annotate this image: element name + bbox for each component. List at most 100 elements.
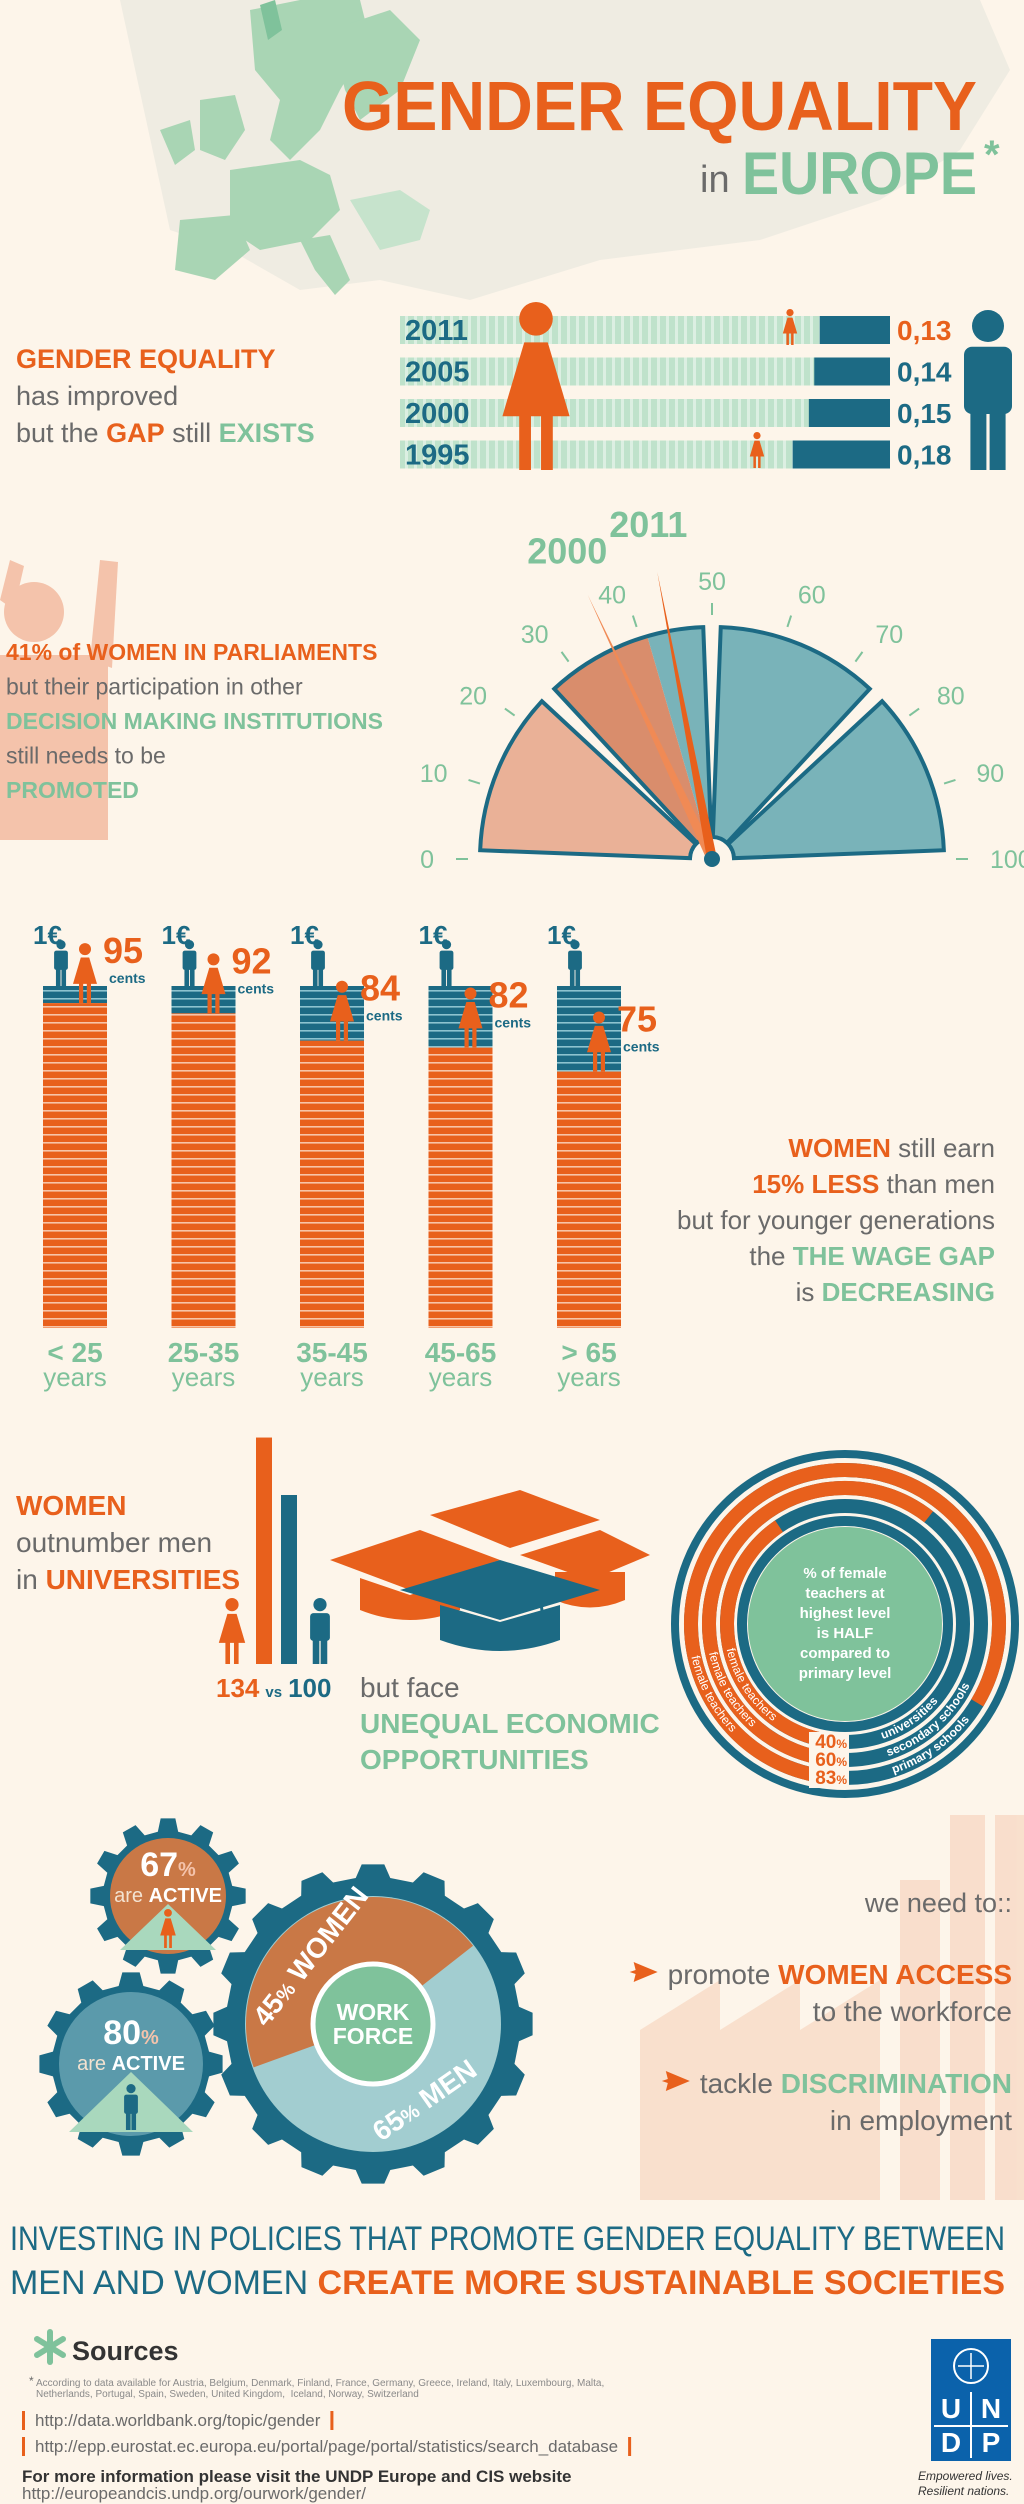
women-value: 134 <box>216 1673 260 1703</box>
wage-value: 92 <box>232 940 272 981</box>
factory-decoration <box>640 1815 1024 2200</box>
person-head <box>313 940 323 950</box>
europe-map <box>120 0 1010 300</box>
person-head <box>164 1909 172 1917</box>
text-segment: DECISION MAKING INSTITUTIONS <box>6 708 383 734</box>
person-body <box>568 950 582 970</box>
wage-value: 75 <box>617 999 657 1040</box>
needs-arrow <box>629 1962 658 1982</box>
person-head <box>56 940 66 950</box>
needs-arrow <box>661 2071 690 2091</box>
text-segment: DISCRIMINATION <box>781 2068 1012 2099</box>
active-number: 80 <box>103 2014 141 2052</box>
active-value: 67% <box>140 1846 196 1884</box>
ring-outer <box>671 1450 1019 1798</box>
university-bar <box>256 1437 272 1664</box>
person-head <box>225 1598 239 1612</box>
gap-year: 2005 <box>405 357 470 389</box>
vs-label: vs <box>265 1684 282 1701</box>
ring-arc <box>702 1481 934 1767</box>
wage-years: years <box>557 1362 621 1392</box>
needs-title: we need to:: <box>864 1888 1012 1918</box>
person-leg <box>472 1027 477 1048</box>
gauge-tick <box>504 707 516 717</box>
active-text: are ACTIVE <box>114 1885 222 1907</box>
universities-text: in UNIVERSITIES <box>16 1564 240 1595</box>
wage-gap <box>43 986 107 1004</box>
text-segment: 41% <box>6 639 52 665</box>
person-body <box>54 950 68 970</box>
ring-value-number: 83 <box>815 1768 836 1789</box>
person-body <box>124 2094 138 2114</box>
universities-text: WOMEN <box>16 1490 126 1521</box>
text-segment: in employment <box>830 2105 1012 2136</box>
gauge-outline <box>725 698 946 861</box>
person-head <box>972 310 1004 342</box>
text-segment: GENDER EQUALITY <box>16 344 276 374</box>
person-decoration <box>0 560 118 840</box>
person-body <box>749 440 765 457</box>
gauge-tick-label: 60 <box>798 582 826 610</box>
person-leg <box>541 414 553 470</box>
person-leg <box>318 968 324 986</box>
wage-years: years <box>43 1362 107 1392</box>
gauge-tick <box>468 778 481 785</box>
statement: MEN AND WOMEN CREATE MORE SUSTAINABLE SO… <box>10 2264 1005 2302</box>
person-leg <box>312 968 318 986</box>
person-leg <box>184 968 190 986</box>
cents-label: cents <box>238 980 275 996</box>
wage-text: the THE WAGE GAP <box>749 1241 995 1271</box>
ring-value: 40% <box>815 1732 847 1753</box>
person-body <box>160 1918 176 1936</box>
person-icon <box>439 940 454 986</box>
gauge-tick-label: 70 <box>875 621 903 649</box>
text-segment: of WOMEN IN PARLIAMENTS <box>52 639 377 665</box>
gauge-tick <box>943 778 956 785</box>
statement: INVESTING IN POLICIES THAT PROMOTE GENDE… <box>10 2220 1005 2258</box>
text-segment: EXISTS <box>219 418 315 448</box>
person-icon <box>311 940 325 986</box>
ring-center-text: is HALF <box>817 1625 874 1642</box>
person-body <box>502 342 570 417</box>
person-icon <box>782 309 798 345</box>
gap-bar <box>792 440 890 469</box>
person-leg <box>86 983 91 1004</box>
logo-letter: U <box>941 2393 961 2424</box>
text-segment: CREATE MORE SUSTAINABLE SOCIETIES <box>318 2264 1005 2302</box>
gauge-tick-label: 0 <box>420 846 434 874</box>
person-body <box>458 1001 483 1029</box>
wage-text: is DECREASING <box>796 1277 995 1307</box>
ring-inner-band <box>737 1516 953 1732</box>
person-leg <box>336 1020 341 1041</box>
donut-center-text: WORK <box>337 1999 410 2025</box>
ring-label-gap <box>809 1732 849 1788</box>
person-icon <box>218 1598 246 1664</box>
needs-item: in employment <box>830 2105 1012 2136</box>
text-segment: the <box>749 1241 792 1271</box>
person-head <box>441 940 452 950</box>
source-note: According to data available for Austria,… <box>36 2378 604 2389</box>
gap-text: GENDER EQUALITY <box>16 344 276 374</box>
text-segment: outnumber men <box>16 1527 212 1558</box>
wage-years: years <box>300 1362 364 1392</box>
gauge-tick <box>786 615 793 628</box>
title-prefix: in <box>700 159 730 201</box>
ring-center-text: highest level <box>800 1605 891 1622</box>
more-info: For more information please visit the UN… <box>22 2467 571 2486</box>
person-leg <box>215 993 220 1014</box>
gauge-tick-label: 10 <box>420 760 448 788</box>
person-head <box>570 940 580 950</box>
gap-text: but the GAP still EXISTS <box>16 418 315 448</box>
tagline: Resilient nations. <box>918 2484 1009 2498</box>
gauge-tick <box>560 651 570 663</box>
euro-label: 1€ <box>162 920 191 950</box>
person-body <box>182 950 197 970</box>
gap-text: has improved <box>16 381 178 411</box>
person-leg <box>569 968 575 986</box>
gauge-tick-label: 100 <box>990 846 1024 874</box>
donut-center <box>310 1961 436 2087</box>
text-segment: UNIVERSITIES <box>46 1564 240 1595</box>
person-leg <box>758 456 761 468</box>
wage-category: 45-65 <box>425 1337 497 1368</box>
